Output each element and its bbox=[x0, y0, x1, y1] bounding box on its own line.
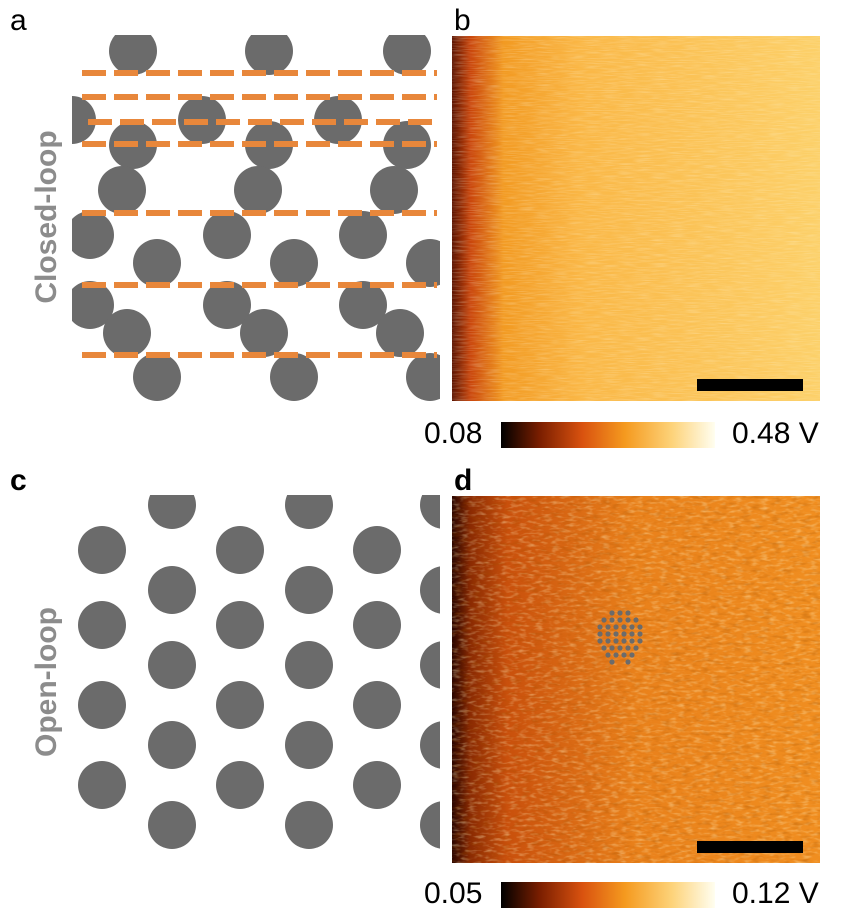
open-loop-map-svg bbox=[452, 496, 820, 863]
closed-loop-lattice bbox=[72, 35, 440, 405]
closed-loop-lattice-svg bbox=[72, 35, 440, 401]
colorbar-bottom-max-label: 0.12 V bbox=[732, 877, 819, 910]
closed-loop-voltage-map bbox=[452, 36, 820, 401]
colorbar-bottom bbox=[501, 882, 715, 908]
colorbar-top-min-label: 0.08 bbox=[424, 417, 483, 450]
scale-bar-top bbox=[697, 379, 803, 391]
open-loop-lattice-svg bbox=[78, 495, 440, 849]
open-loop-voltage-map bbox=[452, 496, 820, 863]
panel-letter-a: a bbox=[10, 4, 27, 37]
closed-loop-label: Closed-loop bbox=[30, 130, 63, 304]
panel-letter-d: d bbox=[454, 464, 473, 497]
colorbar-bottom-min-label: 0.05 bbox=[424, 877, 483, 910]
colorbar-top-max-label: 0.48 V bbox=[732, 417, 819, 450]
panel-letter-c: c bbox=[10, 464, 27, 497]
panel-letter-b: b bbox=[454, 4, 471, 37]
scan-lines bbox=[82, 70, 437, 358]
lattice-dots bbox=[72, 35, 440, 401]
overlay-lattice-dots bbox=[597, 610, 643, 665]
open-loop-label: Open-loop bbox=[30, 607, 63, 757]
lattice-dots bbox=[78, 495, 440, 849]
scale-bar-bottom bbox=[697, 841, 803, 853]
open-loop-lattice bbox=[72, 495, 440, 865]
colorbar-top bbox=[501, 422, 715, 448]
closed-loop-map-svg bbox=[452, 36, 820, 401]
